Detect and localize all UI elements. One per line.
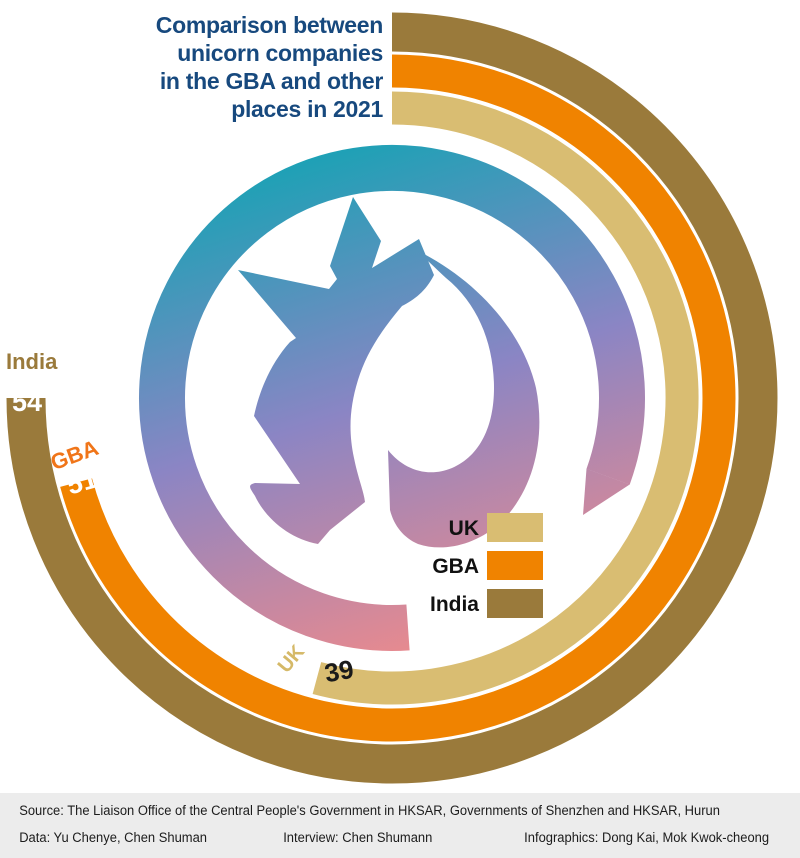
footer-data-credit: Data: Yu Chenye, Chen Shuman: [19, 829, 208, 845]
legend-swatch-india: [487, 589, 543, 618]
unicorn-ring: [139, 144, 645, 651]
footer-infographics-credit: Infographics: Dong Kai, Mok Kwok-cheong: [524, 829, 770, 845]
arc-india: [6, 12, 778, 784]
legend-swatch-uk: [487, 513, 543, 542]
unicorn-jaw: [388, 248, 540, 548]
title-line-2: unicorn companies: [177, 40, 383, 66]
chart-title: Comparison between unicorn companies in …: [156, 12, 384, 122]
legend-label-india: India: [430, 593, 479, 616]
arc-uk: [312, 91, 699, 705]
unicorn-ring-taper: [583, 468, 630, 515]
unicorn-logo: [139, 144, 645, 651]
footer: Source: The Liaison Office of the Centra…: [0, 793, 800, 858]
title-line-4: places in 2021: [231, 96, 383, 122]
footer-credits: Data: Yu Chenye, Chen Shuman Interview: C…: [0, 818, 770, 845]
uk-value-label: 39: [322, 654, 356, 689]
india-value-label: 54: [12, 387, 42, 417]
legend-label-gba: GBA: [432, 555, 479, 578]
uk-name-label: UK: [274, 641, 310, 678]
arc-gba: [60, 54, 736, 742]
india-name-label: India: [6, 349, 58, 374]
radial-chart: Comparison between unicorn companies in …: [6, 12, 778, 784]
legend-swatch-gba: [487, 551, 543, 580]
title-line-1: Comparison between: [156, 12, 383, 38]
footer-source: Source: The Liaison Office of the Centra…: [19, 803, 720, 818]
title-line-3: in the GBA and other: [160, 68, 383, 94]
unicorn-head: [238, 197, 434, 544]
legend-label-uk: UK: [449, 517, 479, 540]
footer-interview-credit: Interview: Chen Shumann: [283, 829, 433, 845]
legend: UK GBA India: [430, 513, 543, 618]
